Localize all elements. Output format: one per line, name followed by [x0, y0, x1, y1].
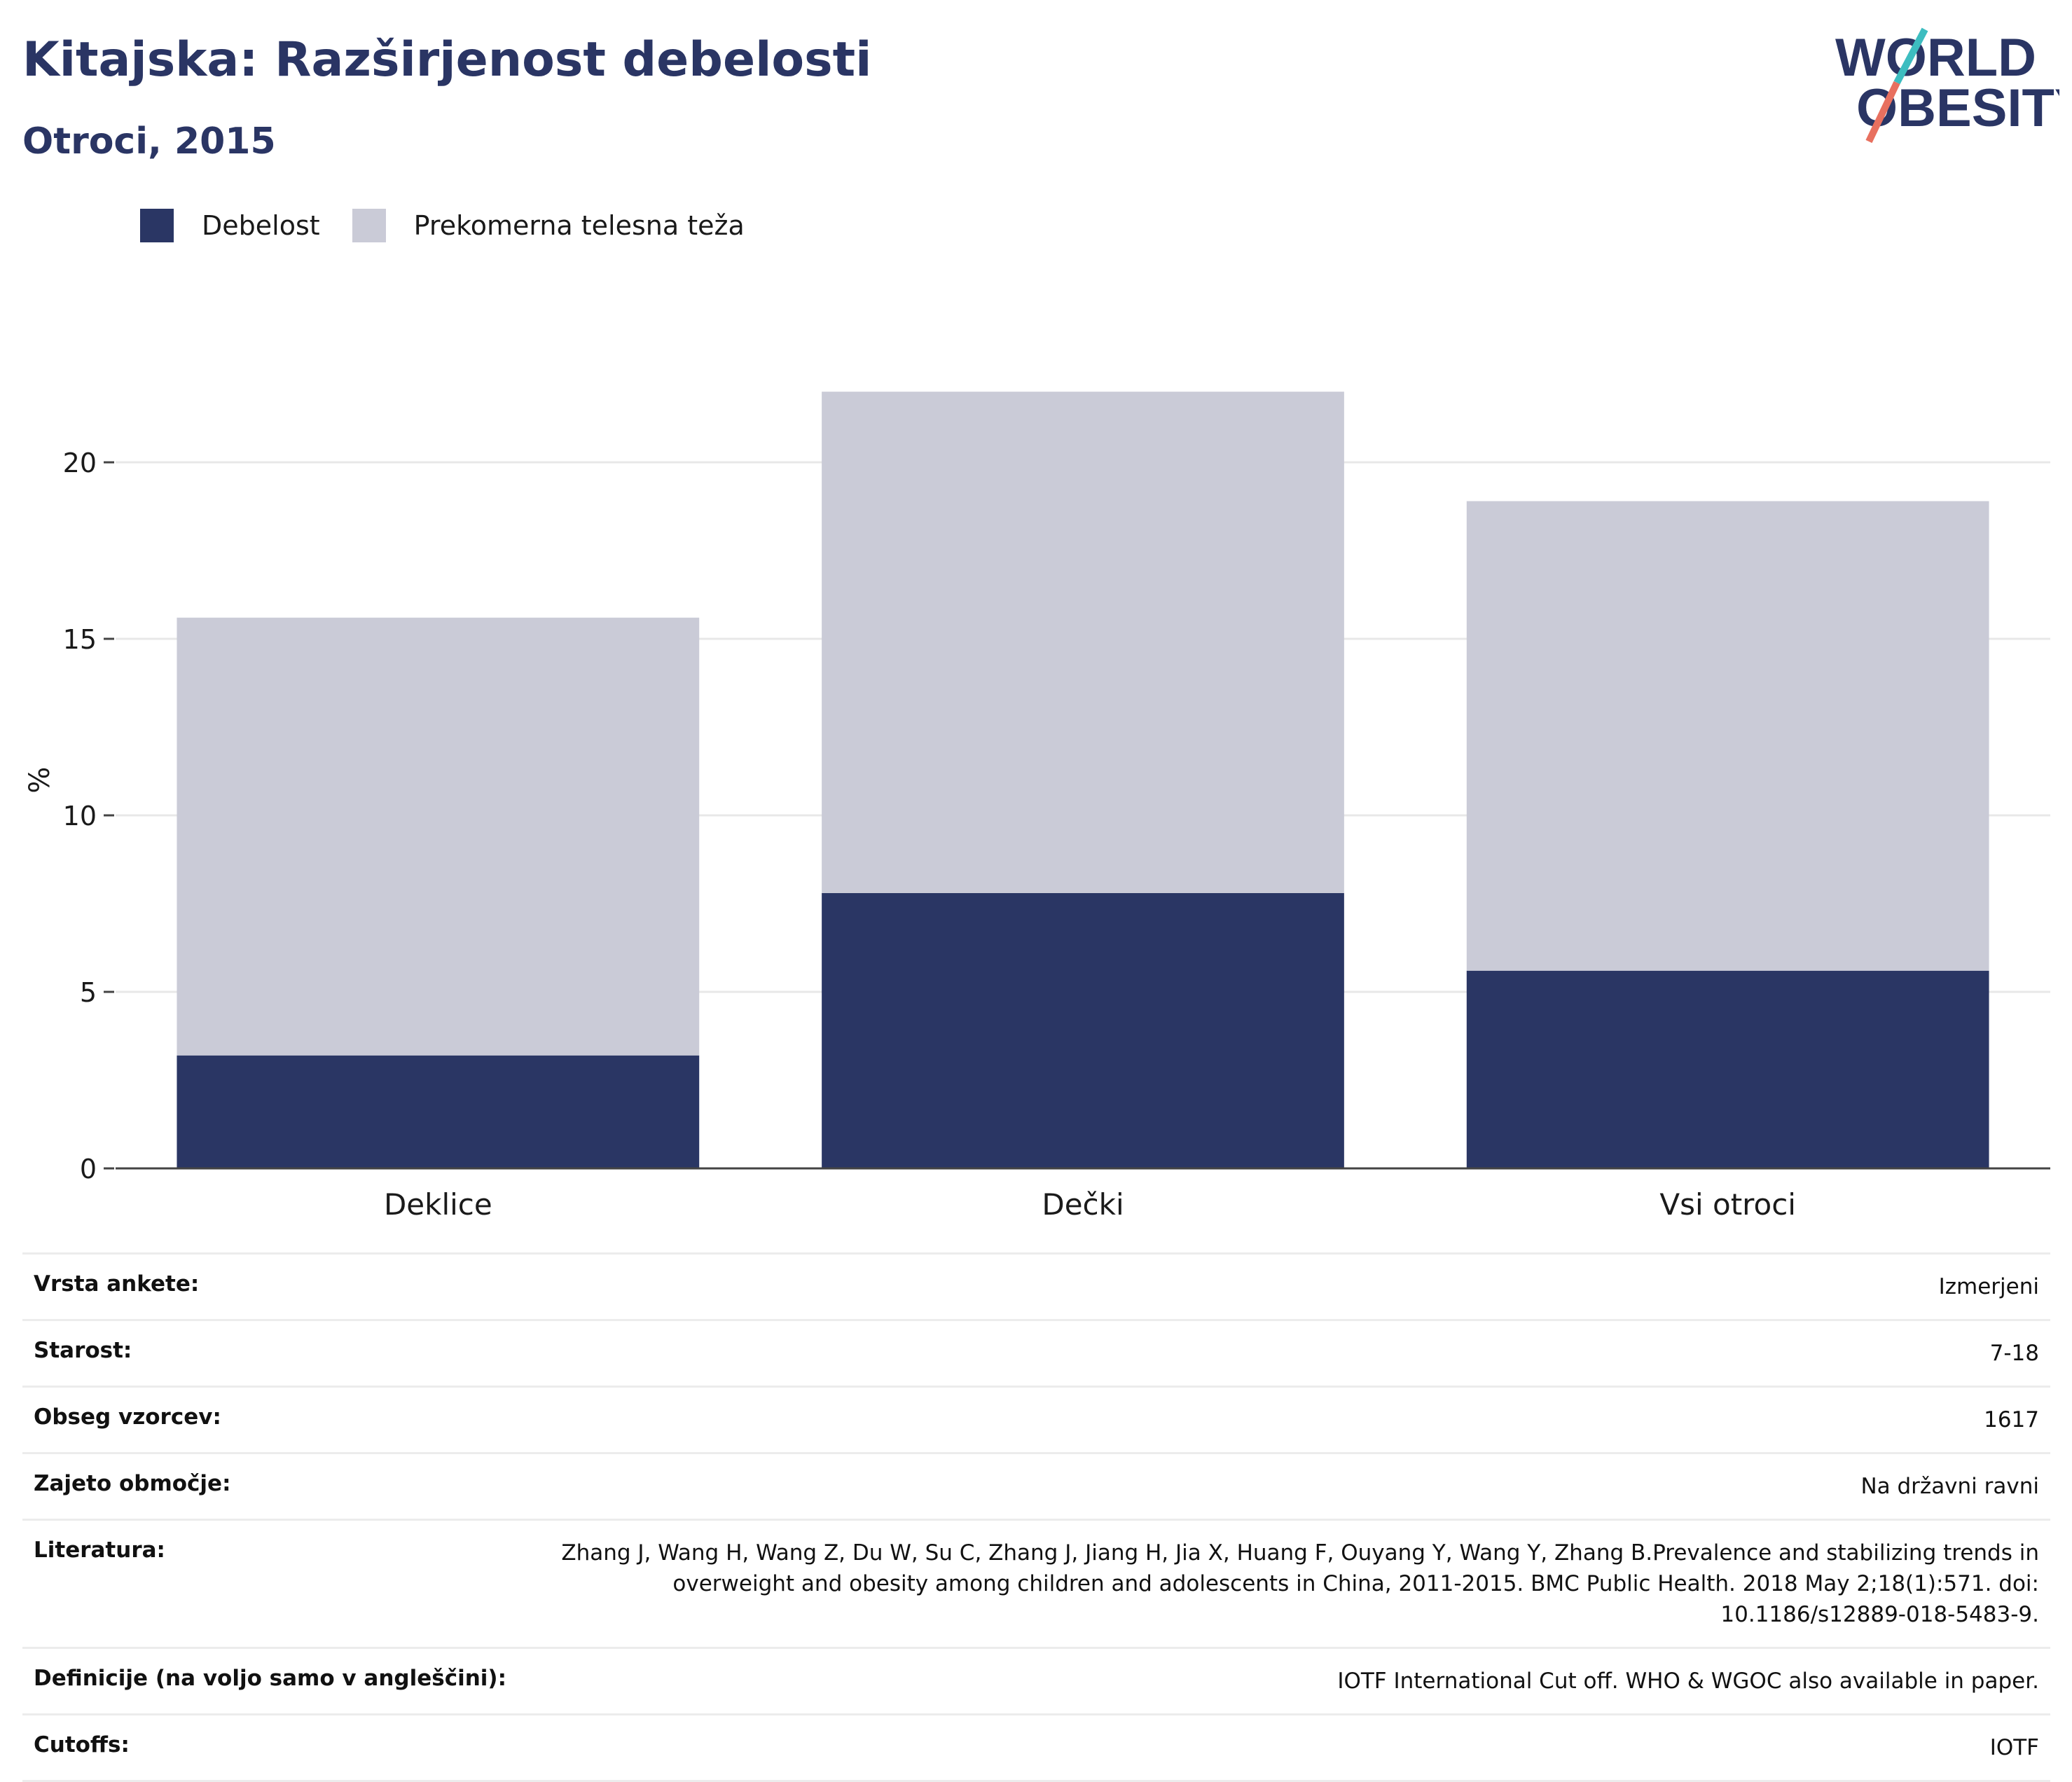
info-row-value: Zhang J, Wang H, Wang Z, Du W, Su C, Zha…: [561, 1540, 2039, 1627]
chart-legend: Debelost Prekomerna telesna teža: [140, 209, 777, 242]
y-axis-label: %: [24, 767, 56, 794]
legend-label-obesity: Debelost: [202, 210, 320, 241]
x-tick-label: Dečki: [1042, 1187, 1124, 1222]
bar-overweight-2: [1466, 501, 1989, 971]
x-tick-label: Vsi otroci: [1659, 1187, 1796, 1222]
info-row-label: Vrsta ankete:: [34, 1271, 200, 1297]
bar-overweight-0: [177, 617, 700, 1056]
y-tick-label: 0: [80, 1154, 97, 1184]
info-row: Obseg vzorcev: 1617: [22, 1386, 2050, 1452]
bar-obesity-2: [1466, 970, 1989, 1168]
y-tick-label: 5: [80, 977, 97, 1008]
legend-item-obesity: Debelost: [140, 209, 320, 242]
info-row-value: IOTF International Cut off. WHO & WGOC a…: [1337, 1669, 2039, 1694]
info-row-value: IOTF: [1989, 1735, 2039, 1760]
y-tick-label: 10: [63, 801, 97, 831]
info-row: Zajeto območje: Na državni ravni: [22, 1452, 2050, 1519]
legend-label-overweight: Prekomerna telesna teža: [413, 210, 745, 241]
y-tick-label: 20: [63, 448, 97, 478]
legend-item-overweight: Prekomerna telesna teža: [352, 209, 745, 242]
chart-title: Kitajska: Razširjenost debelosti: [22, 32, 872, 88]
info-row: Cutoffs: IOTF: [22, 1713, 2050, 1782]
info-row: Definicije (na voljo samo v angleščini):…: [22, 1647, 2050, 1713]
info-row-label: Starost:: [34, 1338, 132, 1363]
info-row-label: Obseg vzorcev:: [34, 1404, 221, 1430]
x-tick-label: Deklice: [384, 1187, 492, 1222]
legend-swatch-obesity: [140, 209, 174, 242]
info-row: Starost: 7-18: [22, 1319, 2050, 1386]
legend-swatch-overweight: [352, 209, 386, 242]
info-row-value: Izmerjeni: [1938, 1274, 2039, 1299]
info-row-value: 7-18: [1989, 1341, 2039, 1366]
survey-info-table: Vrsta ankete: Izmerjeni Starost: 7-18 Obseg …: [22, 1252, 2050, 1782]
chart-subtitle: Otroci, 2015: [22, 120, 276, 163]
info-row-value: 1617: [1984, 1407, 2039, 1432]
logo-line2: OBESITY: [1856, 78, 2059, 138]
world-obesity-logo: WORLD OBESITY: [1835, 27, 2059, 144]
info-row-value: Na državni ravni: [1860, 1474, 2039, 1499]
info-row: Vrsta ankete: Izmerjeni: [22, 1252, 2050, 1319]
bar-obesity-0: [177, 1055, 700, 1168]
logo-line1: WORLD: [1835, 28, 2036, 88]
info-row-label: Literatura:: [34, 1538, 165, 1563]
info-row: Literatura: Zhang J, Wang H, Wang Z, Du W…: [22, 1519, 2050, 1647]
bar-obesity-1: [822, 892, 1344, 1168]
bar-overweight-1: [822, 392, 1344, 893]
info-row-label: Zajeto območje:: [34, 1471, 231, 1496]
info-row-label: Cutoffs:: [34, 1732, 130, 1757]
info-row-label: Definicije (na voljo samo v angleščini):: [34, 1666, 506, 1691]
y-tick-label: 15: [63, 624, 97, 655]
stacked-bar-chart: 0 5 10 15 20% Deklice Dečki Vsi otroci: [24, 392, 2050, 1222]
